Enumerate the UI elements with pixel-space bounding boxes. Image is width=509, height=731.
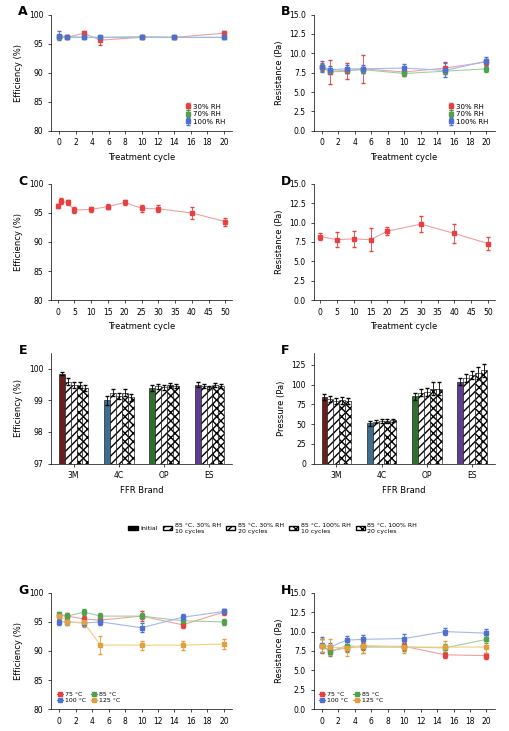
Bar	[200, 386, 206, 731]
Bar	[59, 374, 65, 731]
Bar	[384, 421, 389, 463]
Bar	[127, 397, 133, 731]
Bar	[411, 396, 417, 463]
Bar	[423, 392, 429, 463]
Bar	[76, 385, 82, 731]
Bar	[417, 393, 423, 463]
X-axis label: Treatment cycle: Treatment cycle	[108, 153, 175, 162]
Text: H: H	[280, 583, 291, 596]
Bar	[338, 401, 345, 463]
Text: G: G	[18, 583, 29, 596]
Text: D: D	[280, 175, 291, 188]
Text: C: C	[18, 175, 27, 188]
Legend: 30% RH, 70% RH, 100% RH: 30% RH, 70% RH, 100% RH	[181, 101, 228, 127]
Bar	[212, 385, 218, 731]
Y-axis label: Efficiency (%): Efficiency (%)	[14, 44, 23, 102]
Bar	[474, 373, 480, 463]
Bar	[122, 393, 127, 731]
Bar	[82, 388, 88, 731]
Bar	[366, 423, 372, 463]
X-axis label: Treatment cycle: Treatment cycle	[370, 322, 437, 331]
Bar	[65, 382, 71, 731]
Bar	[468, 375, 474, 463]
Bar	[372, 422, 378, 463]
Legend: Initial, 85 °C, 30% RH
10 cycles, 85 °C, 30% RH
20 cycles, 85 °C, 100% RH
10 cyc: Initial, 85 °C, 30% RH 10 cycles, 85 °C,…	[128, 523, 416, 534]
Bar	[155, 386, 161, 731]
Y-axis label: Efficiency (%): Efficiency (%)	[14, 213, 23, 271]
Bar	[333, 401, 338, 463]
Legend: 75 °C, 100 °C, 85 °C, 125 °C: 75 °C, 100 °C, 85 °C, 125 °C	[316, 689, 385, 706]
Bar	[149, 388, 155, 731]
Bar	[429, 389, 435, 463]
X-axis label: FFR Brand: FFR Brand	[382, 485, 425, 495]
X-axis label: Treatment cycle: Treatment cycle	[108, 322, 175, 331]
Bar	[116, 395, 122, 731]
X-axis label: Treatment cycle: Treatment cycle	[370, 153, 437, 162]
Bar	[321, 397, 327, 463]
Text: A: A	[18, 5, 28, 18]
Y-axis label: Efficiency (%): Efficiency (%)	[14, 379, 23, 437]
Text: B: B	[280, 5, 290, 18]
Y-axis label: Resistance (Pa): Resistance (Pa)	[274, 210, 283, 274]
X-axis label: FFR Brand: FFR Brand	[120, 485, 163, 495]
Bar	[345, 401, 350, 463]
Legend: 30% RH, 70% RH, 100% RH: 30% RH, 70% RH, 100% RH	[443, 101, 490, 127]
Bar	[435, 389, 441, 463]
Bar	[110, 393, 116, 731]
Bar	[161, 387, 167, 731]
Y-axis label: Resistance (Pa): Resistance (Pa)	[274, 618, 283, 683]
Bar	[378, 421, 384, 463]
Bar	[462, 379, 468, 463]
Legend: 75 °C, 100 °C, 85 °C, 125 °C: 75 °C, 100 °C, 85 °C, 125 °C	[54, 689, 123, 706]
Bar	[457, 382, 462, 463]
Y-axis label: Efficiency (%): Efficiency (%)	[14, 622, 23, 680]
Y-axis label: Pressure (Pa): Pressure (Pa)	[276, 381, 286, 436]
Bar	[327, 399, 333, 463]
Bar	[104, 401, 110, 731]
Bar	[194, 385, 200, 731]
Y-axis label: Resistance (Pa): Resistance (Pa)	[274, 40, 283, 105]
Bar	[167, 385, 173, 731]
Bar	[389, 420, 395, 463]
Bar	[206, 387, 212, 731]
Bar	[480, 371, 486, 463]
Bar	[173, 386, 179, 731]
Text: E: E	[18, 344, 27, 357]
Bar	[71, 385, 76, 731]
Bar	[218, 386, 224, 731]
Text: F: F	[280, 344, 289, 357]
